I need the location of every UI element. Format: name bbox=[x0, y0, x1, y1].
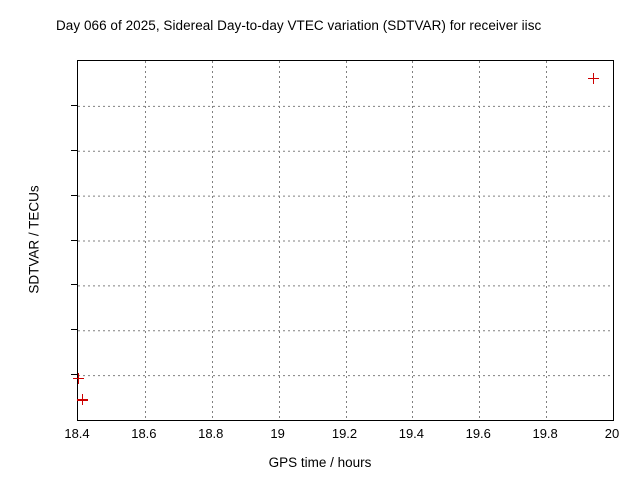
x-axis-tick-label: 19.6 bbox=[465, 426, 491, 441]
y-axis-tick-mark bbox=[71, 240, 77, 241]
y-axis-tick-mark bbox=[71, 374, 77, 375]
x-axis-tick-label: 19.4 bbox=[398, 426, 425, 441]
y-axis-tick-mark bbox=[71, 329, 77, 330]
y-axis-tick-mark bbox=[71, 150, 77, 151]
data-point-marker bbox=[588, 72, 600, 84]
x-axis-title: GPS time / hours bbox=[268, 455, 372, 470]
x-axis-tick-label: 18.6 bbox=[131, 426, 157, 441]
data-points-layer bbox=[72, 61, 613, 420]
plot-area bbox=[72, 60, 614, 421]
chart-title: Day 066 of 2025, Sidereal Day-to-day VTE… bbox=[56, 18, 542, 33]
x-axis-tick-label: 19.2 bbox=[331, 426, 358, 441]
x-axis-tick-label: 18.4 bbox=[64, 426, 90, 441]
x-axis-tick-label: 18.8 bbox=[198, 426, 224, 441]
data-point-marker bbox=[72, 372, 84, 384]
x-axis-tick-label: 20 bbox=[604, 426, 620, 441]
y-axis-tick-mark bbox=[71, 105, 77, 106]
grid-lines bbox=[78, 61, 613, 420]
y-axis-tick-mark bbox=[71, 195, 77, 196]
y-axis-title: SDTVAR / TECUs bbox=[26, 185, 42, 294]
data-point-marker bbox=[76, 394, 88, 406]
x-axis-tick-label: 19 bbox=[270, 426, 285, 441]
y-axis-tick-mark bbox=[71, 284, 77, 285]
x-axis-tick-label: 19.8 bbox=[532, 426, 558, 441]
